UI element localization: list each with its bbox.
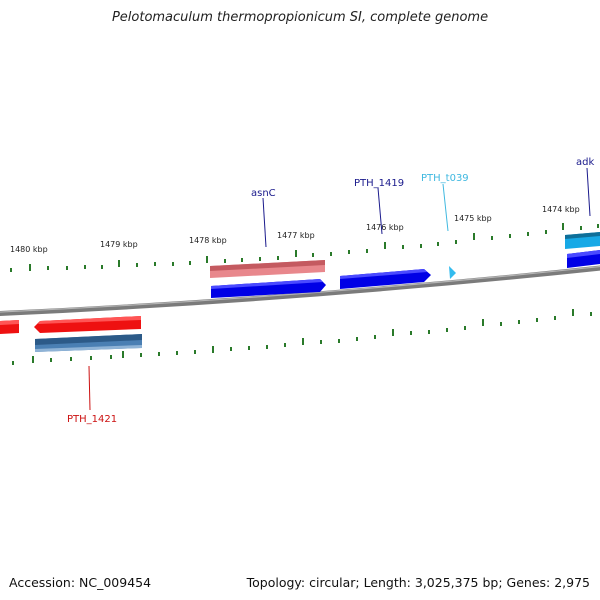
adk-leader-line <box>586 167 591 217</box>
cds-PTH_1419[interactable] <box>340 269 431 289</box>
gene-label-adk[interactable]: adk <box>576 157 594 168</box>
gene-label-asnC[interactable]: asnC <box>251 188 276 199</box>
tick-label-1475: 1475 kbp <box>454 214 492 223</box>
trna-PTH_t039[interactable] <box>449 266 456 279</box>
tick-label-1480: 1480 kbp <box>10 245 48 254</box>
genome-backbone-highlight <box>0 265 600 313</box>
cds-partial-left[interactable] <box>0 320 19 334</box>
PTH_t039-leader-line <box>442 183 449 232</box>
gene-label-PTH_1421[interactable]: PTH_1421 <box>67 414 117 425</box>
lower-tick-row <box>12 309 592 365</box>
PTH_1419-leader-line <box>377 187 383 235</box>
cds-adk[interactable] <box>565 232 600 268</box>
gene-label-PTH_t039[interactable]: PTH_t039 <box>421 173 469 184</box>
cds-asnC[interactable] <box>211 279 326 298</box>
tick-label-1474: 1474 kbp <box>542 205 580 214</box>
asnC-leader-line <box>262 197 267 248</box>
topology-label: Topology: circular; Length: 3,025,375 bp… <box>246 575 590 590</box>
tick-label-1479: 1479 kbp <box>100 240 138 249</box>
upper-tick-row <box>10 223 599 272</box>
accession-label: Accession: NC_009454 <box>9 575 152 590</box>
map-title: Pelotomaculum thermopropionicum SI, comp… <box>111 10 489 25</box>
gene-PTH_1421-reverse[interactable] <box>35 334 142 352</box>
genome-backbone <box>0 265 600 317</box>
gene-label-PTH_1419[interactable]: PTH_1419 <box>354 178 404 189</box>
cds-PTH_1421[interactable] <box>34 316 141 333</box>
tick-label-1478: 1478 kbp <box>189 236 227 245</box>
PTH_1421-leader-line <box>88 365 91 411</box>
gene-asnC-forward[interactable] <box>210 260 325 278</box>
tick-label-1477: 1477 kbp <box>277 231 315 240</box>
tick-label-1476: 1476 kbp <box>366 223 404 232</box>
